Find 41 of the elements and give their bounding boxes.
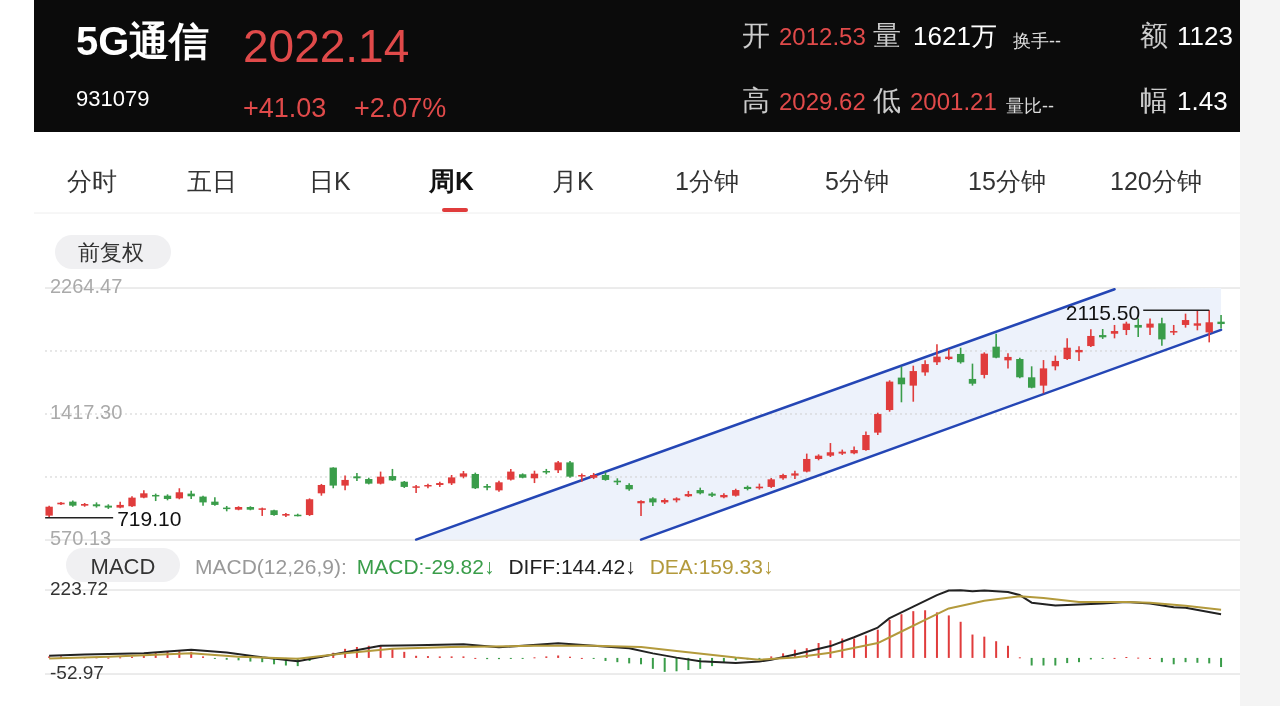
text: 1621万 xyxy=(913,21,997,51)
text: 931079 xyxy=(76,86,150,111)
text: 2001.21 xyxy=(910,88,997,115)
y-tick-label: -52.97 xyxy=(50,662,104,684)
text: 分时 xyxy=(67,167,117,195)
y-tick-label: 1417.30 xyxy=(50,401,123,424)
text: 换手-- xyxy=(1013,31,1061,51)
text: 5分钟 xyxy=(825,167,889,195)
text: DEA:159.33↓ xyxy=(649,555,774,578)
y-tick-label: 223.72 xyxy=(50,578,109,600)
text: 周K xyxy=(428,166,474,196)
annotation: 719.10 xyxy=(117,506,182,530)
text: 额 xyxy=(1140,20,1168,51)
text: MACD:-29.82↓ xyxy=(356,555,495,578)
text: 量 xyxy=(873,20,901,51)
text: +2.07% xyxy=(354,93,447,123)
text: DIFF:144.42↓ xyxy=(508,555,636,578)
text: 低 xyxy=(873,85,901,116)
text: 1分钟 xyxy=(675,167,739,195)
text: 2012.53 xyxy=(779,23,866,50)
y-tick-label: 570.13 xyxy=(50,527,112,550)
text: 1.43 xyxy=(1177,86,1228,116)
text: 1123 xyxy=(1177,21,1233,51)
text: 2029.62 xyxy=(779,88,866,115)
text: 幅 xyxy=(1140,85,1168,116)
annotation: 2115.50 xyxy=(1065,301,1141,325)
text: 月K xyxy=(552,167,594,195)
y-tick-label: 2264.47 xyxy=(50,275,123,298)
text: 2022.14 xyxy=(243,20,410,72)
chart-subtitle: MACD(12,26,9): xyxy=(195,555,347,578)
chart-title: MACD xyxy=(90,554,156,579)
text: 15分钟 xyxy=(968,167,1046,195)
text: 开 xyxy=(742,20,770,51)
text: 高 xyxy=(742,85,770,116)
text: 量比-- xyxy=(1006,96,1054,116)
text: 前复权 xyxy=(78,240,144,265)
text: +41.03 xyxy=(243,93,327,123)
text: 5G通信 xyxy=(76,19,210,63)
text: 120分钟 xyxy=(1110,167,1202,195)
text: 五日 xyxy=(187,167,237,195)
text: 日K xyxy=(309,167,351,195)
